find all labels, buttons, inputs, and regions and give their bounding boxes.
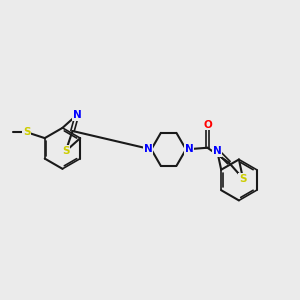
Text: S: S: [23, 127, 30, 137]
Text: N: N: [73, 110, 81, 120]
Text: N: N: [185, 144, 194, 154]
Text: N: N: [213, 146, 221, 156]
Text: S: S: [239, 173, 247, 184]
Text: N: N: [144, 144, 152, 154]
Text: S: S: [62, 146, 70, 156]
Text: O: O: [203, 120, 212, 130]
